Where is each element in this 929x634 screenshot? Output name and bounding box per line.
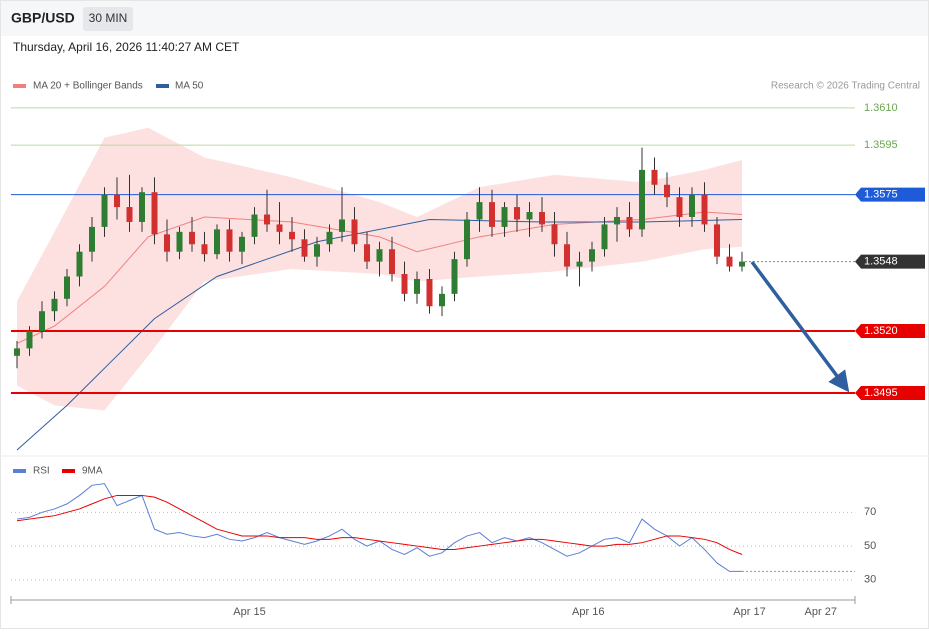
ma50-line bbox=[16, 218, 743, 451]
candle-body bbox=[214, 229, 220, 255]
legend-label: 9MA bbox=[82, 466, 103, 477]
candle-body bbox=[114, 194, 120, 208]
candle-body bbox=[239, 236, 245, 252]
y-tick-label: 30 bbox=[864, 574, 876, 586]
header-bar bbox=[0, 0, 929, 36]
candle-body bbox=[201, 244, 208, 255]
candle-body bbox=[539, 212, 545, 225]
level-box bbox=[855, 187, 925, 202]
level-label: 1.3595 bbox=[864, 139, 898, 151]
candle-body bbox=[651, 169, 658, 185]
legend-label: RSI bbox=[33, 466, 50, 477]
candle-body bbox=[476, 202, 483, 220]
candle-body bbox=[301, 239, 308, 257]
candle-body bbox=[714, 224, 720, 257]
candle-body bbox=[39, 311, 45, 332]
x-tick-label: Apr 16 bbox=[572, 606, 604, 618]
timestamp: Thursday, April 16, 2026 11:40:27 AM CET bbox=[13, 40, 240, 54]
candle-body bbox=[439, 293, 445, 307]
candle-body bbox=[664, 184, 670, 198]
level-label: 1.3575 bbox=[864, 189, 898, 201]
interval[interactable]: 30 MIN bbox=[89, 11, 128, 25]
candle-body bbox=[576, 261, 583, 267]
candle-body bbox=[614, 216, 620, 225]
candle-body bbox=[464, 219, 470, 260]
level-label: 1.3495 bbox=[864, 387, 898, 399]
candle-body bbox=[226, 229, 233, 252]
candle-body bbox=[139, 192, 145, 222]
legend-label: MA 20 + Bollinger Bands bbox=[33, 81, 143, 92]
candle-body bbox=[376, 249, 383, 262]
candle-body bbox=[514, 207, 520, 220]
candle-body bbox=[551, 224, 558, 245]
candle-body bbox=[76, 251, 83, 277]
candle-body bbox=[601, 224, 608, 250]
candle-body bbox=[639, 169, 645, 230]
rsi-line bbox=[16, 494, 743, 555]
legend-swatch bbox=[13, 84, 26, 88]
candle-body bbox=[401, 274, 408, 294]
candle-body bbox=[151, 192, 158, 235]
candle-body bbox=[676, 197, 683, 217]
candle-body bbox=[701, 194, 708, 225]
x-tick-label: Apr 15 bbox=[233, 606, 265, 618]
candle-body bbox=[526, 212, 533, 220]
level-label: 1.3610 bbox=[864, 102, 898, 114]
level-box bbox=[855, 254, 925, 269]
candle-body bbox=[14, 348, 20, 356]
y-tick-label: 50 bbox=[864, 540, 876, 552]
candle-body bbox=[189, 231, 195, 245]
forecast-arrow bbox=[750, 260, 850, 393]
candle-body bbox=[89, 226, 95, 252]
level-label: 1.3548 bbox=[864, 256, 898, 268]
level-box bbox=[855, 386, 925, 401]
candle-body bbox=[251, 214, 258, 237]
candle-body bbox=[101, 194, 108, 227]
x-tick-label: Apr 27 bbox=[805, 606, 837, 618]
candle-body bbox=[51, 298, 58, 312]
candle-body bbox=[389, 249, 395, 275]
candle-body bbox=[489, 202, 495, 227]
rsi-line bbox=[16, 483, 742, 572]
candle-body bbox=[564, 244, 570, 267]
candle-body bbox=[364, 244, 370, 262]
candle-body bbox=[289, 231, 295, 240]
x-tick-label: Apr 17 bbox=[733, 606, 765, 618]
candle-body bbox=[351, 219, 358, 245]
level-box bbox=[855, 324, 925, 339]
y-tick-label: 70 bbox=[864, 506, 876, 518]
interval-badge[interactable] bbox=[83, 7, 133, 31]
candle-body bbox=[126, 207, 133, 222]
candle-body bbox=[176, 231, 183, 252]
candle-body bbox=[501, 207, 508, 227]
candle-body bbox=[326, 231, 333, 245]
candle-body bbox=[589, 249, 595, 262]
credit: Research © 2026 Trading Central bbox=[771, 81, 920, 92]
level-label: 1.3520 bbox=[864, 325, 898, 337]
legend-swatch bbox=[156, 84, 169, 88]
legend-swatch bbox=[62, 469, 75, 473]
symbol: GBP/USD bbox=[11, 10, 75, 26]
legend-label: MA 50 bbox=[175, 81, 204, 92]
candle-body bbox=[739, 261, 745, 267]
candle-body bbox=[64, 276, 70, 299]
legend-swatch bbox=[13, 469, 26, 473]
candle-body bbox=[26, 331, 33, 349]
candle-body bbox=[314, 244, 320, 257]
candle-body bbox=[164, 234, 170, 252]
candle-body bbox=[689, 194, 695, 217]
candle-body bbox=[339, 219, 345, 232]
candle-body bbox=[414, 278, 420, 294]
candle-body bbox=[626, 216, 633, 230]
candle-body bbox=[276, 224, 283, 232]
candle-body bbox=[726, 256, 733, 267]
candle-body bbox=[451, 259, 458, 294]
candle-body bbox=[426, 278, 433, 307]
candle-body bbox=[264, 214, 270, 225]
